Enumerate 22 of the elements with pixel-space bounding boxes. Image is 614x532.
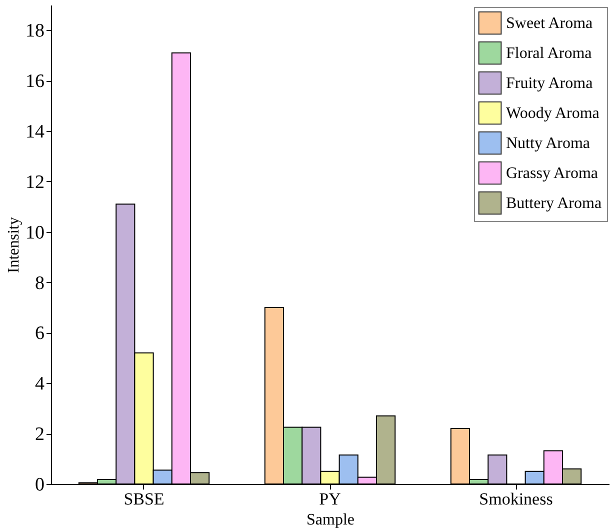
x-tick-label: PY bbox=[319, 490, 341, 508]
legend-label: Grassy Aroma bbox=[506, 165, 598, 182]
y-tick-label: 0 bbox=[35, 474, 44, 496]
x-axis-title: Sample bbox=[306, 512, 354, 528]
legend-label: Nutty Aroma bbox=[506, 135, 590, 152]
legend-label: Buttery Aroma bbox=[506, 195, 602, 212]
y-tick-label: 4 bbox=[35, 374, 45, 395]
y-tick-label: 2 bbox=[35, 424, 44, 446]
y-tick-label: 10 bbox=[26, 222, 44, 244]
y-tick-label: 14 bbox=[26, 122, 45, 143]
legend-label: Woody Aroma bbox=[506, 105, 600, 122]
x-tick-label: Smokiness bbox=[479, 490, 553, 508]
y-tick-label: 18 bbox=[26, 20, 44, 42]
y-tick-label: 12 bbox=[26, 172, 44, 193]
legend-label: Floral Aroma bbox=[506, 45, 592, 62]
y-tick-label: 16 bbox=[26, 71, 44, 92]
y-tick-label: 6 bbox=[35, 323, 44, 344]
y-axis-title: Intensity bbox=[6, 217, 22, 273]
y-tick-label: 8 bbox=[35, 272, 44, 294]
legend-label: Sweet Aroma bbox=[506, 15, 593, 32]
x-tick-label: SBSE bbox=[124, 490, 164, 508]
legend-label: Fruity Aroma bbox=[506, 75, 593, 92]
